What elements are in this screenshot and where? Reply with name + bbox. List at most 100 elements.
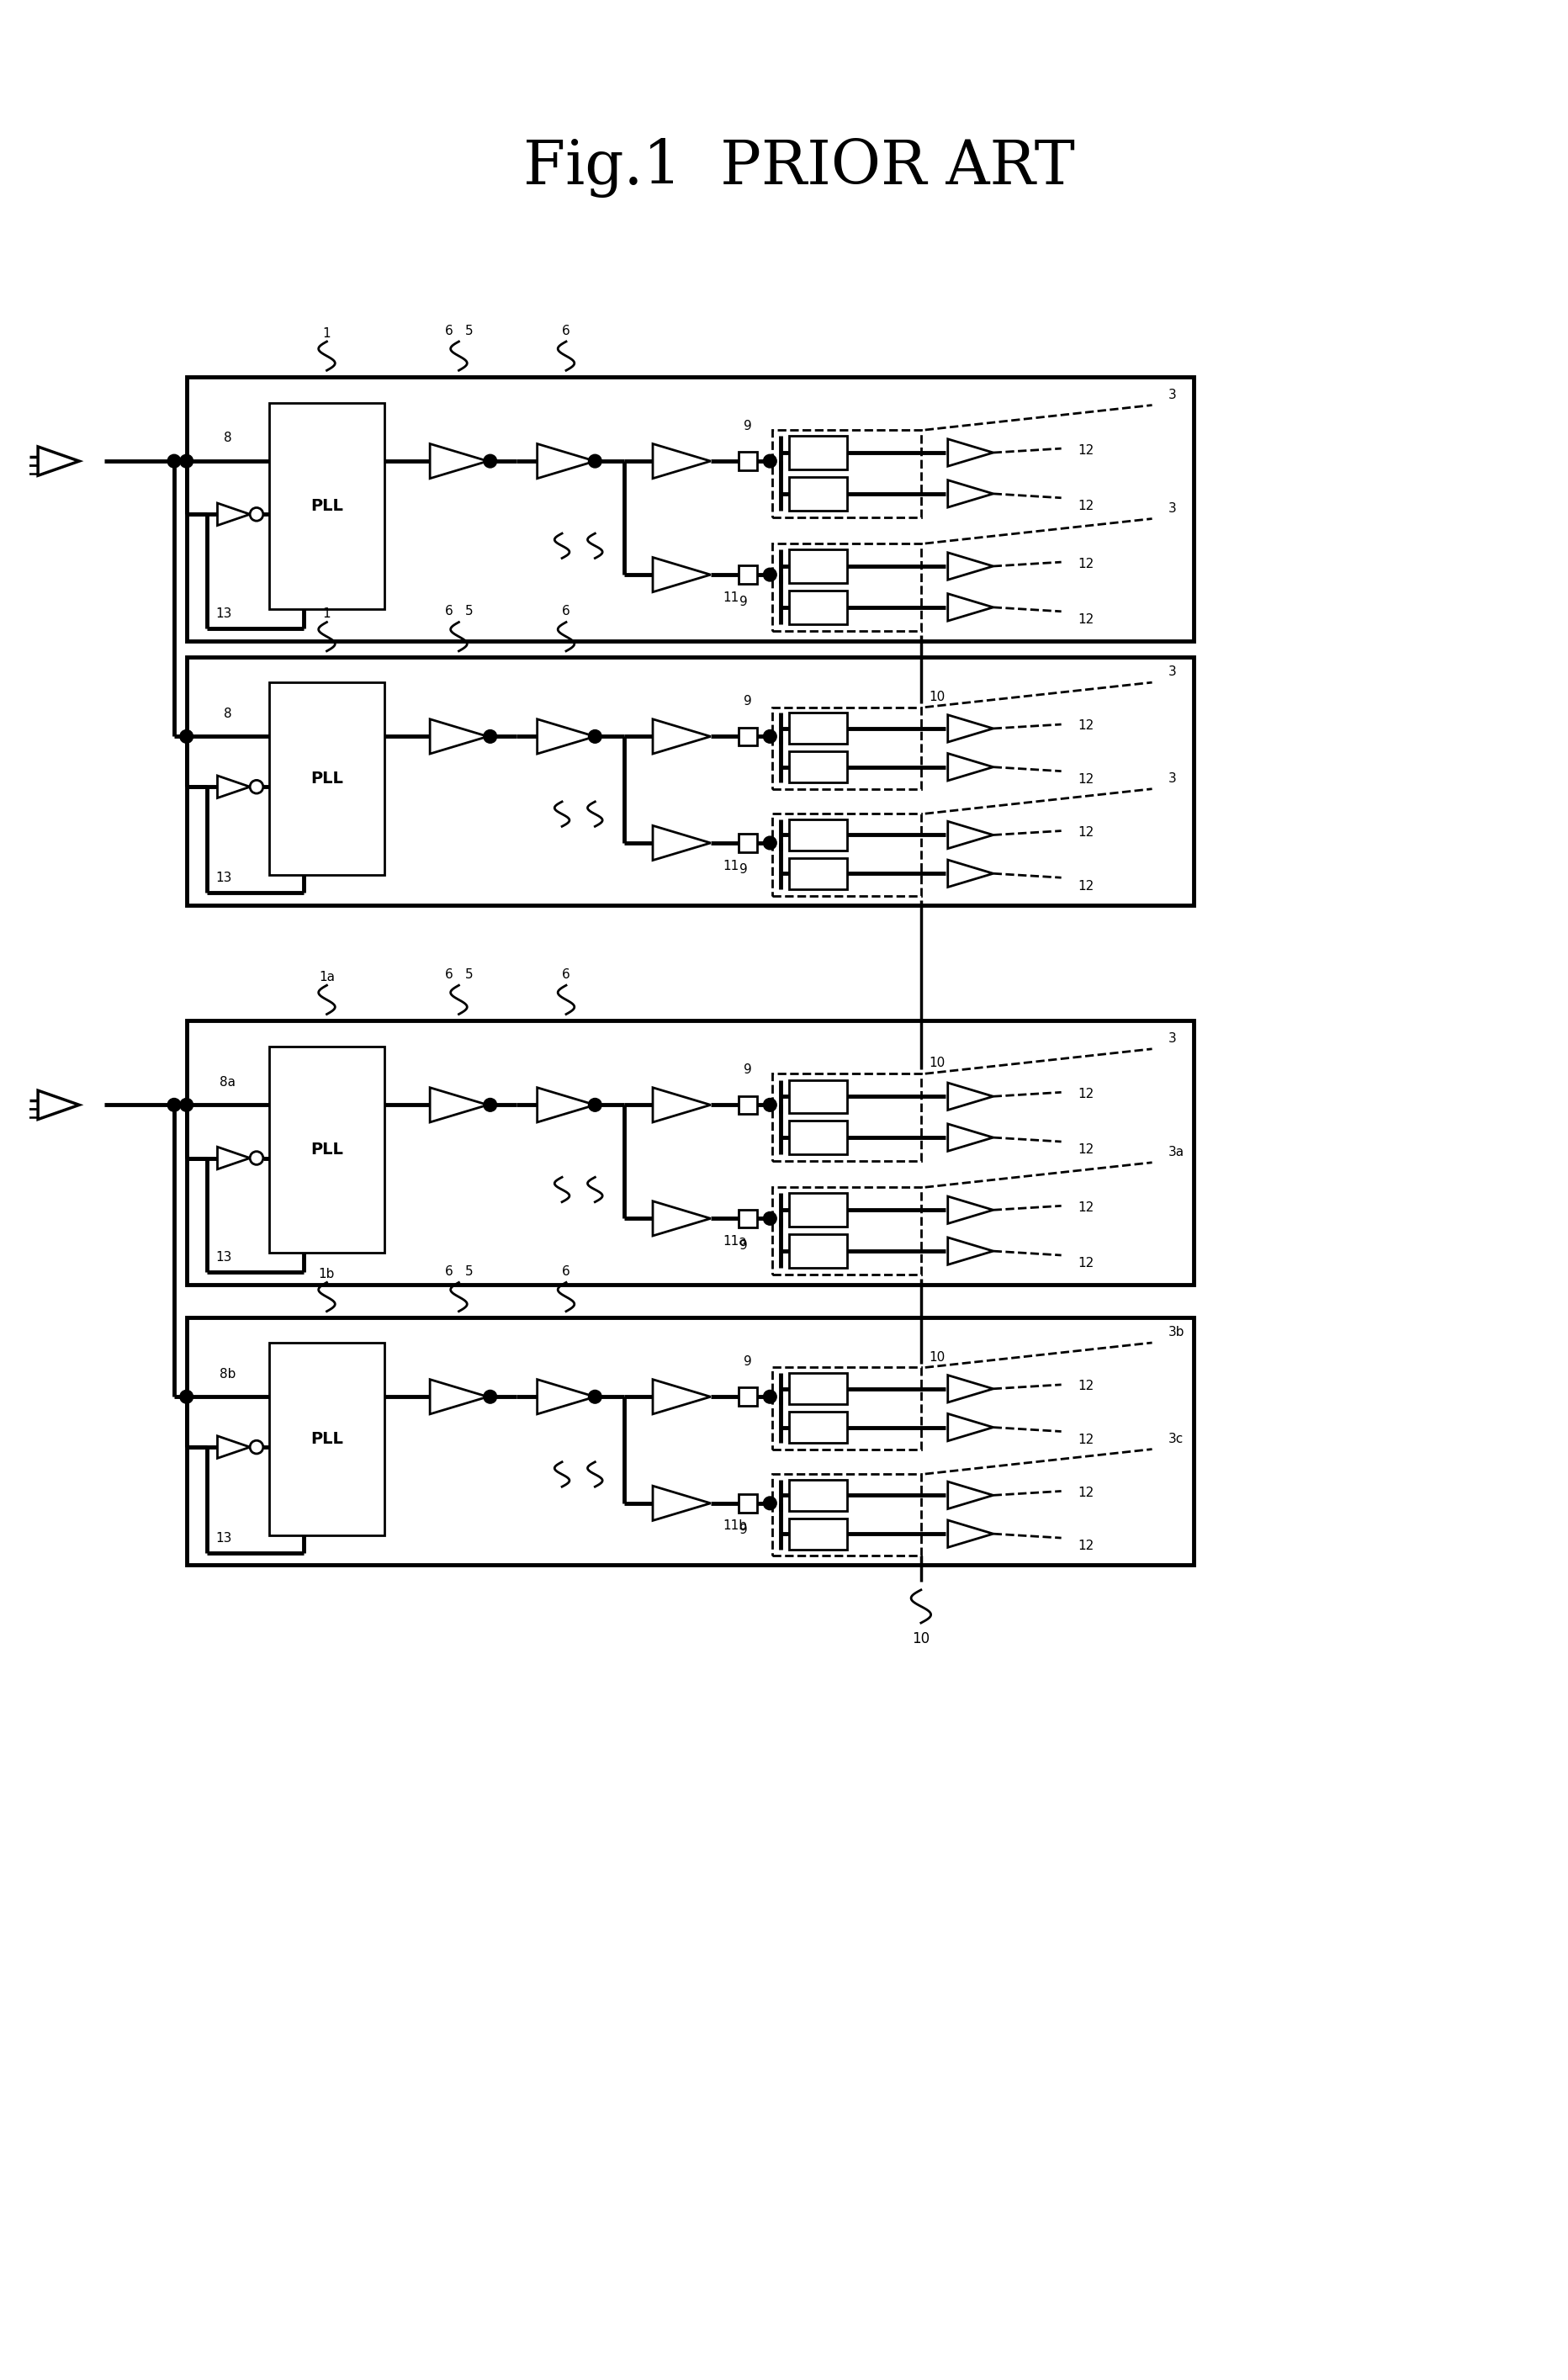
Circle shape <box>180 1390 193 1404</box>
Bar <box>771 1073 920 1161</box>
Polygon shape <box>947 714 993 743</box>
Bar <box>187 657 1193 904</box>
Text: 13: 13 <box>215 871 232 885</box>
Bar <box>789 550 847 583</box>
Bar <box>789 1373 847 1404</box>
Text: 11: 11 <box>723 859 739 871</box>
Text: 3: 3 <box>1168 1033 1176 1045</box>
Text: 5: 5 <box>464 324 472 338</box>
Text: PLL: PLL <box>310 771 343 785</box>
Bar <box>789 1192 847 1226</box>
Bar <box>789 1235 847 1269</box>
Polygon shape <box>947 1414 993 1440</box>
Bar <box>771 814 920 895</box>
Text: 11b: 11b <box>723 1521 746 1533</box>
Text: 6: 6 <box>561 605 569 619</box>
Polygon shape <box>430 719 488 754</box>
Text: 9: 9 <box>739 1240 748 1252</box>
Circle shape <box>483 1097 497 1111</box>
Circle shape <box>483 731 497 743</box>
Polygon shape <box>652 1380 710 1414</box>
Circle shape <box>588 1097 601 1111</box>
Text: 9: 9 <box>739 864 748 876</box>
Bar <box>739 452 756 471</box>
Text: 12: 12 <box>1077 1488 1093 1499</box>
Polygon shape <box>218 1435 249 1459</box>
Text: 8: 8 <box>224 707 232 721</box>
Bar <box>789 1411 847 1442</box>
Text: 12: 12 <box>1077 614 1093 626</box>
Text: 12: 12 <box>1077 881 1093 892</box>
Circle shape <box>180 455 193 469</box>
Text: 6: 6 <box>561 969 569 981</box>
Text: 9: 9 <box>743 1064 751 1076</box>
Text: 12: 12 <box>1077 557 1093 571</box>
Text: 3a: 3a <box>1168 1145 1184 1159</box>
Polygon shape <box>536 443 594 478</box>
Text: 12: 12 <box>1077 1202 1093 1214</box>
Text: 3: 3 <box>1168 388 1176 400</box>
Text: 12: 12 <box>1077 826 1093 838</box>
Polygon shape <box>38 1090 78 1119</box>
Text: PLL: PLL <box>310 497 343 514</box>
Circle shape <box>588 1390 601 1404</box>
Polygon shape <box>652 443 710 478</box>
Circle shape <box>764 731 776 743</box>
Text: 5: 5 <box>464 605 472 619</box>
Text: 11: 11 <box>723 590 739 605</box>
Text: 12: 12 <box>1077 500 1093 512</box>
Polygon shape <box>947 1083 993 1109</box>
Text: 3b: 3b <box>1168 1326 1184 1338</box>
Text: 6: 6 <box>445 605 453 619</box>
Circle shape <box>764 569 776 581</box>
Polygon shape <box>652 1485 710 1521</box>
Circle shape <box>764 1211 776 1226</box>
Polygon shape <box>536 1088 594 1123</box>
Bar <box>187 1319 1193 1566</box>
Bar <box>187 1021 1193 1285</box>
Bar <box>268 1047 384 1252</box>
Text: 6: 6 <box>561 1266 569 1278</box>
Text: 1: 1 <box>323 607 331 621</box>
Text: 12: 12 <box>1077 719 1093 733</box>
Text: 12: 12 <box>1077 1257 1093 1271</box>
Text: 6: 6 <box>445 969 453 981</box>
Text: 13: 13 <box>215 1533 232 1545</box>
Text: 6: 6 <box>445 324 453 338</box>
Text: 10: 10 <box>928 1057 946 1069</box>
Text: 9: 9 <box>743 695 751 707</box>
Text: 3: 3 <box>1168 502 1176 514</box>
Text: 3: 3 <box>1168 771 1176 785</box>
Circle shape <box>483 455 497 469</box>
Circle shape <box>249 1152 263 1164</box>
Text: 12: 12 <box>1077 1142 1093 1157</box>
Circle shape <box>249 507 263 521</box>
Circle shape <box>764 1390 776 1404</box>
Polygon shape <box>652 719 710 754</box>
Circle shape <box>180 731 193 743</box>
Bar <box>771 543 920 631</box>
Circle shape <box>588 731 601 743</box>
Circle shape <box>249 1440 263 1454</box>
Polygon shape <box>947 481 993 507</box>
Bar <box>739 1095 756 1114</box>
Polygon shape <box>430 443 488 478</box>
Bar <box>789 857 847 890</box>
Bar <box>771 1188 920 1276</box>
Polygon shape <box>652 557 710 593</box>
Bar <box>268 1342 384 1535</box>
Polygon shape <box>947 754 993 781</box>
Text: 12: 12 <box>1077 1433 1093 1447</box>
Bar <box>739 1209 756 1228</box>
Text: 9: 9 <box>743 419 751 433</box>
Text: 10: 10 <box>928 1352 946 1364</box>
Text: 13: 13 <box>215 1252 232 1264</box>
Polygon shape <box>947 821 993 850</box>
Circle shape <box>168 1097 180 1111</box>
Text: 8a: 8a <box>220 1076 235 1088</box>
Bar <box>789 714 847 745</box>
Polygon shape <box>947 1238 993 1264</box>
Polygon shape <box>947 552 993 581</box>
Bar <box>268 402 384 609</box>
Text: PLL: PLL <box>310 1142 343 1157</box>
